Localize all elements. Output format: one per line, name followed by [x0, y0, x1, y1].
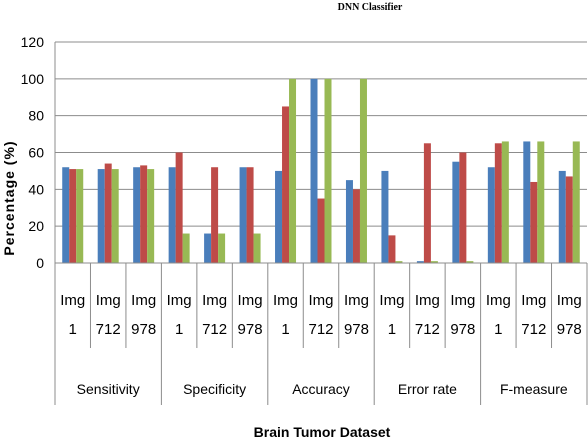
category-label: Img [415, 292, 440, 309]
category-label: Img [344, 292, 369, 309]
category-label: 978 [131, 321, 156, 338]
bar [530, 181, 538, 263]
bar [388, 235, 396, 263]
category-label: Img [273, 292, 298, 309]
category-label: 978 [238, 321, 263, 338]
x-axis-label: Brain Tumor Dataset [254, 424, 391, 440]
category-label: 712 [415, 321, 440, 338]
category-label: 712 [308, 321, 333, 338]
bar [352, 189, 360, 263]
category-labels: Img 1 Img 712 Img 978 Img 1 Img 712 Img 978 Img 1 Img 7… [60, 292, 582, 338]
category-label: Img [379, 292, 404, 309]
bar [246, 167, 254, 263]
bar [104, 163, 112, 263]
bar [282, 106, 290, 263]
axes [54, 42, 588, 405]
category-label: 1 [175, 321, 183, 338]
bar [423, 143, 431, 263]
bars [62, 78, 580, 263]
bar [558, 170, 566, 263]
bar [211, 167, 219, 263]
bar [459, 152, 467, 263]
bar [572, 141, 580, 263]
y-tick-label: 60 [28, 145, 44, 161]
category-label: 1 [69, 321, 77, 338]
bar [147, 169, 155, 263]
group-label: Sensitivity [77, 381, 140, 397]
category-label: Img [238, 292, 263, 309]
group-label: Specificity [183, 381, 246, 397]
chart-title: DNN Classifier [338, 2, 403, 13]
y-tick-label: 0 [36, 255, 44, 271]
bar [111, 169, 119, 263]
bar [289, 78, 297, 263]
category-label: 1 [281, 321, 289, 338]
category-label: Img [450, 292, 475, 309]
y-axis-label: Percentage (%) [1, 140, 17, 255]
y-tick-labels: 0 20 40 60 80 100 120 [21, 34, 45, 271]
y-tick-label: 80 [28, 108, 44, 124]
category-label: Img [60, 292, 85, 309]
category-label: 978 [557, 321, 582, 338]
bar [168, 167, 176, 263]
y-tick-label: 120 [21, 34, 45, 50]
bar [395, 261, 403, 263]
category-label: Img [167, 292, 192, 309]
bar [175, 152, 183, 263]
bar [466, 261, 474, 263]
category-label: Img [521, 292, 546, 309]
bar [310, 78, 318, 263]
category-label: Img [202, 292, 227, 309]
group-label: Error rate [398, 381, 457, 397]
bar [275, 170, 283, 263]
category-label: 978 [450, 321, 475, 338]
y-tick-label: 100 [21, 71, 45, 87]
category-label: 1 [494, 321, 502, 338]
bar [324, 78, 332, 263]
bar [359, 78, 367, 263]
bar [452, 161, 460, 263]
bar [182, 233, 190, 263]
bar [253, 233, 261, 263]
category-label: 712 [202, 321, 227, 338]
group-label: Accuracy [292, 381, 350, 397]
bar [381, 170, 389, 263]
bar [218, 233, 226, 263]
bar [204, 233, 212, 263]
category-label: Img [486, 292, 511, 309]
bar [430, 261, 438, 263]
category-label: Img [557, 292, 582, 309]
bar [97, 169, 105, 263]
bar [537, 141, 545, 263]
y-tick-label: 20 [28, 218, 44, 234]
bar [69, 169, 77, 263]
category-label: 1 [388, 321, 396, 338]
bar [494, 143, 502, 263]
bar [317, 198, 325, 263]
bar [523, 141, 531, 263]
category-label: Img [96, 292, 121, 309]
bar [140, 165, 148, 263]
category-label: 712 [96, 321, 121, 338]
bar [345, 180, 353, 263]
y-tick-label: 40 [28, 181, 44, 197]
category-label: 978 [344, 321, 369, 338]
group-label: F-measure [500, 381, 568, 397]
group-labels: Sensitivity Specificity Accuracy Error rate… [77, 381, 568, 397]
category-label: Img [308, 292, 333, 309]
bar [416, 261, 424, 263]
bar [62, 167, 70, 263]
bar [565, 176, 573, 263]
bar [76, 169, 84, 263]
bar [487, 167, 495, 263]
bar [501, 141, 509, 263]
category-label: 712 [521, 321, 546, 338]
bar [133, 167, 141, 263]
category-label: Img [131, 292, 156, 309]
bar [239, 167, 247, 263]
